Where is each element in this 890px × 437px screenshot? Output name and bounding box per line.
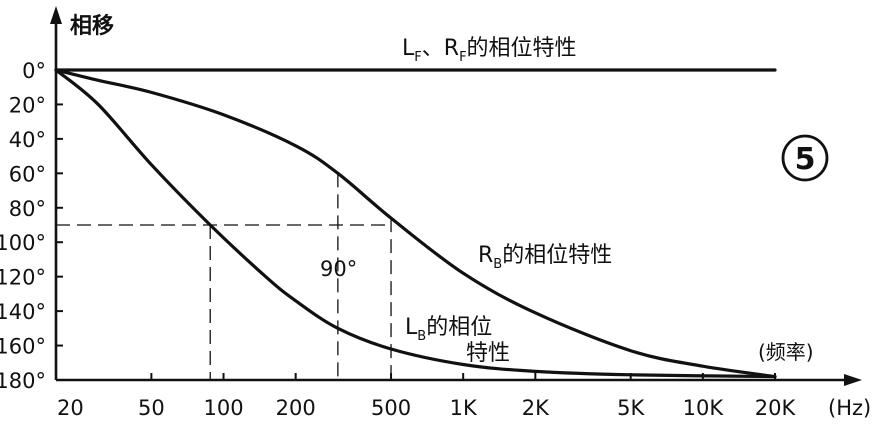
y-tick-label-8: 160° (0, 335, 46, 359)
axis-ticks: 0° 20° 40° 60° 80° 100° 120° 140° 160° 180° 20 50 10… (0, 59, 796, 420)
x-tick-label-9: 20K (755, 396, 797, 420)
series-label-lf-rf: LF、RF的相位特性 (402, 36, 577, 65)
x-tick-label-4: 500 (371, 396, 411, 420)
figure-number-badge (781, 134, 829, 182)
y-axis-arrow (50, 6, 62, 24)
x-tick-label-2: 100 (203, 396, 243, 420)
series-label-lb-line2: 特性 (466, 341, 510, 366)
x-tick-label-0: 20 (57, 396, 84, 420)
x-tick-label-3: 200 (276, 396, 316, 420)
y-tick-label-9: 180° (0, 369, 46, 393)
series-label-rb: RB的相位特性 (478, 243, 612, 272)
y-axis-title: 相移 (70, 13, 114, 39)
y-tick-label-4: 80° (9, 197, 46, 221)
x-axis-title: (频率) (758, 340, 814, 364)
x-tick-label-8: 10K (683, 396, 725, 420)
y-tick-label-2: 40° (9, 128, 46, 152)
phase-curves (54, 68, 777, 379)
x-tick-label-5: 1K (450, 396, 478, 420)
figure-number: 5 (795, 142, 816, 177)
series-label-lb: LB的相位 (405, 315, 492, 344)
y-tick-label-1: 20° (9, 93, 46, 117)
curve-lb (54, 68, 777, 379)
guide-label-90: 90° (320, 257, 357, 281)
x-tick-label-7: 5K (617, 396, 645, 420)
y-tick-label-0: 0° (22, 59, 46, 83)
y-tick-label-6: 120° (0, 266, 46, 290)
guide-lines (56, 173, 392, 380)
x-axis-unit: (Hz) (828, 396, 871, 420)
curve-rb (54, 68, 777, 379)
y-tick-label-3: 60° (9, 162, 46, 186)
y-tick-label-5: 100° (0, 231, 46, 255)
x-tick-label-1: 50 (138, 396, 165, 420)
y-tick-label-7: 140° (0, 300, 46, 324)
x-tick-label-6: 2K (522, 396, 550, 420)
x-axis-arrow (844, 374, 862, 386)
